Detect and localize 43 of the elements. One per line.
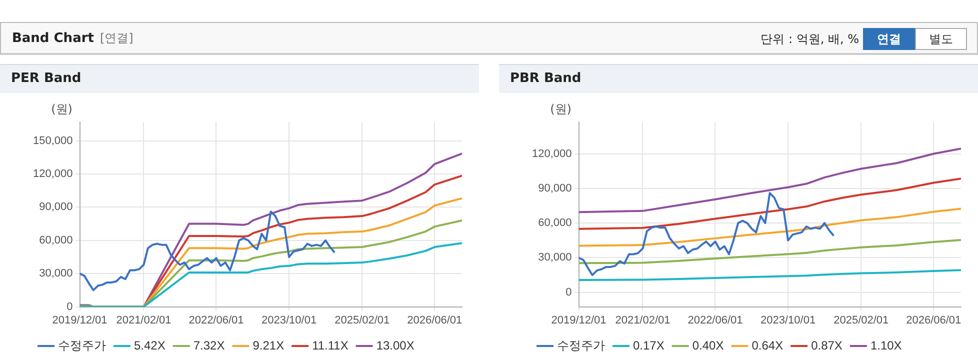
y-tick-label: 0 [566, 286, 572, 298]
text: Band Chart [12, 31, 94, 46]
legend-label: 0.40X [692, 338, 724, 352]
legend-label: 7.32X [193, 338, 225, 352]
y-tick-label: 30,000 [538, 252, 572, 264]
chart-title: PER Band [0, 64, 479, 93]
legend-label: 11.11X [312, 338, 348, 352]
legend-label: 수정주가 [58, 338, 106, 352]
y-tick-label: 150,000 [32, 134, 73, 147]
legend-label: 5.42X [134, 338, 166, 352]
x-tick-label: 2023/10/01 [760, 314, 816, 326]
legend-label: 0.17X [633, 338, 664, 352]
x-tick-label: 2026/06/01 [906, 314, 962, 326]
y-tick-label: 0 [66, 300, 73, 313]
y-tick-label: 30,000 [39, 268, 73, 280]
y-tick-label: 60,000 [538, 217, 572, 230]
x-tick-label: 2026/06/01 [407, 314, 462, 326]
x-tick-label: 2022/06/01 [688, 314, 743, 326]
legend-label: 1.10X [870, 338, 902, 352]
x-tick-label: 2022/06/01 [188, 314, 244, 326]
x-tick-label: 2019/12/01 [551, 314, 606, 326]
legend-label: 0.64X [752, 338, 784, 352]
y-tick-label: 90,000 [39, 201, 73, 214]
x-tick-label: 2021/02/01 [116, 314, 172, 326]
x-tick-label: 2023/10/01 [262, 314, 317, 326]
legend-label: 9.21X [252, 338, 284, 352]
chart-title: PBR Band [499, 64, 978, 93]
x-tick-label: 2021/02/01 [615, 314, 670, 326]
x-tick-label: 2019/12/01 [52, 314, 108, 326]
y-axis-title: (원) [51, 102, 72, 116]
legend-label: 수정주가 [557, 338, 605, 352]
legend-label: 0.87X [811, 338, 842, 352]
y-axis-title: (원) [550, 102, 572, 116]
y-tick-label: 60,000 [39, 234, 73, 246]
y-tick-label: 90,000 [538, 182, 572, 194]
y-tick-label: 120,000 [32, 168, 73, 180]
toggle-buttons: 연결 별도 [863, 28, 967, 50]
x-tick-label: 2025/02/01 [834, 314, 889, 326]
x-tick-label: 2025/02/01 [334, 314, 390, 326]
text: 단위 : 억원, 배, % [760, 31, 859, 48]
y-tick-label: 120,000 [532, 148, 572, 160]
legend-label: 13.00X [376, 338, 414, 352]
text: [연결] [100, 31, 134, 45]
